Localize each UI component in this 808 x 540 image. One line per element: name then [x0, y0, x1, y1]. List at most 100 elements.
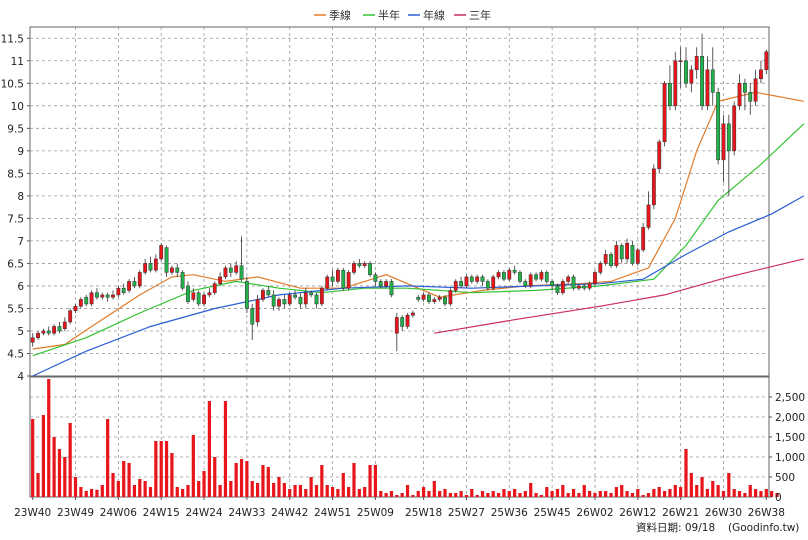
x-tick-label: 26W02	[576, 507, 613, 519]
candle-body	[196, 292, 201, 305]
volume-panel: 0 500 1,000 1,500 2,000 2,500	[29, 376, 805, 504]
candle-body	[57, 326, 62, 332]
candle-body	[496, 272, 501, 278]
candle-body	[598, 263, 603, 273]
candle-body	[368, 263, 372, 275]
volume-bar	[79, 487, 83, 497]
candle-body	[357, 263, 362, 266]
candle-body	[502, 272, 506, 280]
volume-axis-ticks: 0 500 1,000 1,500 2,000 2,500	[769, 392, 805, 504]
candle-body	[684, 60, 688, 84]
price-panel: 4 4.5 5 5.5 6 6.5 7 7.5 8 8.5 9 9.5 10 10.5 11 11.5	[1, 26, 805, 383]
candle-body	[566, 276, 571, 282]
x-tick-label: 26W30	[705, 507, 742, 519]
volume-bar	[652, 489, 656, 497]
volume-bar	[491, 491, 495, 497]
candle-body	[84, 296, 89, 305]
candle-body	[464, 276, 469, 287]
price-tick-label: 9	[17, 146, 24, 158]
volume-bar	[770, 491, 774, 497]
volume-bar	[743, 493, 747, 497]
x-tick-label: 26W12	[619, 507, 656, 519]
ma-line	[434, 258, 804, 334]
candle-body	[475, 276, 480, 282]
volume-bar	[197, 481, 201, 497]
volume-bar	[555, 489, 560, 497]
volume-bar	[411, 495, 415, 497]
source-site: (Goodinfo.tw)	[728, 522, 799, 534]
volume-bar	[523, 491, 527, 497]
volume-bar	[250, 481, 254, 497]
volume-bar	[309, 477, 313, 497]
volume-tick-label: 1,500	[775, 432, 805, 444]
volume-bar	[100, 485, 104, 497]
candle-body	[662, 83, 667, 143]
candle-body	[576, 285, 581, 289]
candle-body	[116, 287, 121, 296]
candle-body	[678, 60, 683, 63]
volume-bar	[213, 457, 217, 497]
volume-bar	[389, 491, 394, 497]
volume-bar	[438, 491, 442, 497]
volume-bar	[421, 487, 426, 497]
candle-body	[726, 123, 731, 152]
volume-bar	[737, 491, 742, 497]
candle-body	[341, 269, 346, 289]
volume-bar	[464, 495, 469, 497]
candle-body	[325, 276, 330, 289]
candle-body	[609, 254, 613, 266]
volume-bar	[662, 491, 667, 497]
candle-body	[721, 123, 726, 161]
volume-bar	[727, 473, 731, 497]
volume-bar	[293, 485, 297, 497]
x-axis-ticks: 23W40 23W49 24W06 24W15 24W24 24W33 24W42 24W51…	[14, 497, 785, 519]
volume-bar	[298, 485, 303, 497]
volume-bar	[357, 489, 361, 497]
candle-body	[62, 321, 67, 329]
candle-body	[635, 249, 640, 264]
volume-bar	[646, 493, 651, 497]
candle-body	[416, 296, 421, 300]
candle-body	[164, 247, 169, 273]
candle-body	[400, 317, 405, 327]
volume-bar	[154, 441, 158, 497]
candle-body	[651, 168, 656, 206]
volume-bar	[679, 487, 683, 497]
volume-bar	[122, 461, 126, 497]
volume-tick-label: 500	[775, 472, 795, 484]
volume-bar	[684, 449, 688, 497]
legend-label: 季線	[329, 8, 351, 22]
volume-bar	[186, 485, 190, 497]
candle-body	[303, 292, 308, 305]
volume-bar	[448, 493, 452, 497]
volume-bar	[593, 493, 597, 497]
volume-bar	[261, 465, 265, 497]
volume-bar	[416, 491, 420, 497]
volume-bar	[625, 491, 629, 497]
volume-bar	[336, 489, 340, 497]
volume-bar	[577, 493, 581, 497]
candle-body	[421, 294, 426, 300]
volume-bar	[486, 493, 490, 497]
candle-body	[36, 332, 40, 338]
price-tick-label: 11	[11, 56, 24, 68]
candle-body	[539, 272, 544, 280]
candle-body	[255, 299, 260, 323]
volume-bar	[36, 473, 40, 497]
candle-body	[362, 263, 367, 266]
volume-bar	[288, 489, 292, 497]
volume-bar	[89, 489, 94, 497]
candle-body	[480, 276, 485, 282]
x-tick-label: 26W21	[662, 507, 699, 519]
volume-bar	[181, 489, 185, 497]
candle-body	[30, 337, 35, 343]
volume-bar	[480, 491, 485, 497]
volume-bar	[459, 491, 463, 497]
candle-body	[668, 83, 672, 107]
volume-tick-label: 2,500	[775, 392, 805, 404]
candle-body	[261, 290, 265, 300]
candle-body	[346, 272, 351, 289]
volume-bar	[229, 481, 233, 497]
volume-bar	[384, 493, 388, 497]
